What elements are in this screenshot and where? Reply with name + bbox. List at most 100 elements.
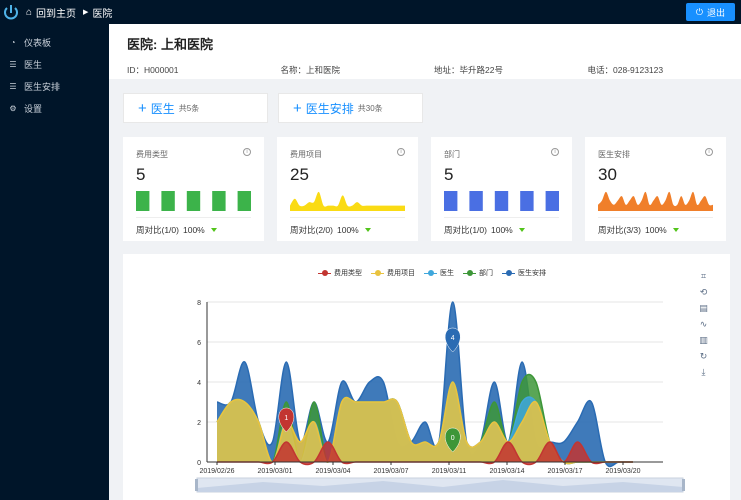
hospital-info: ID：H000001 名称：上和医院 地址：毕升路22号 电话：028-9123… <box>127 64 741 76</box>
sidebar-item-doctors[interactable]: ☰ 医生 <box>0 53 109 75</box>
stat-card: 费用项目 i 25 周对比(2/0) 100% <box>277 137 418 241</box>
sidebar-item-settings[interactable]: ⚙ 设置 <box>0 97 109 119</box>
legend-item[interactable]: 医生安排 <box>502 268 546 278</box>
legend-item[interactable]: 医生 <box>424 268 454 278</box>
tile-label: 医生安排 <box>305 101 354 116</box>
mini-bar <box>494 191 509 211</box>
card-title: 部门 <box>444 150 460 159</box>
sidebar-item-label: 设置 <box>24 103 43 114</box>
x-tick-label: 2019/03/14 <box>489 468 524 475</box>
tile-label: 医生 <box>150 101 175 116</box>
doctors-tile[interactable]: + 医生 共5条 <box>123 93 268 123</box>
x-tick-label: 2019/02/26 <box>199 468 234 475</box>
zoom-reset-icon[interactable]: ⟲ <box>699 287 708 297</box>
legend-label: 部门 <box>479 270 493 277</box>
caret-down-icon <box>672 228 679 232</box>
logout-icon: ⏻ <box>695 6 703 17</box>
card-percent: 100% <box>182 225 205 235</box>
mini-area <box>598 191 713 211</box>
bar-chart-icon[interactable]: ▥ <box>699 335 708 345</box>
x-tick-label: 2019/03/01 <box>257 468 292 475</box>
mini-chart <box>136 191 251 211</box>
sidebar-item-doctor-schedule[interactable]: ☰ 医生安排 <box>0 75 109 97</box>
mini-bar <box>237 191 251 211</box>
info-icon[interactable]: i <box>397 148 405 156</box>
logout-label: 退出 <box>706 7 725 18</box>
mini-bar <box>469 191 483 211</box>
legend-label: 费用类型 <box>334 270 362 277</box>
data-view-icon[interactable]: ▤ <box>699 303 708 313</box>
mini-bar <box>136 191 150 211</box>
logo[interactable] <box>0 0 22 24</box>
legend-item[interactable]: 费用项目 <box>371 268 415 278</box>
markpoint[interactable]: 1 <box>278 407 295 433</box>
caret-down-icon <box>364 228 371 232</box>
y-tick-label: 6 <box>197 340 201 347</box>
card-compare: 周对比(3/3) <box>598 225 641 235</box>
mini-area <box>290 191 405 211</box>
y-tick-label: 4 <box>197 380 201 387</box>
markpoint-label: 1 <box>284 415 288 422</box>
mini-chart <box>444 191 559 211</box>
hospital-phone: 电话：028-9123123 <box>587 65 664 75</box>
mini-bar <box>545 191 559 211</box>
main-content: 医院: 上和医院 ID：H000001 名称：上和医院 地址：毕升路22号 电话… <box>109 24 741 500</box>
card-footer: 周对比(1/0) 100% <box>136 217 251 236</box>
card-value: 25 <box>290 165 309 184</box>
markpoint[interactable]: 0 <box>444 427 461 453</box>
mini-bar <box>161 191 175 211</box>
data-zoom-slider[interactable] <box>196 477 684 493</box>
series-area <box>217 442 633 465</box>
x-tick-label: 2019/03/20 <box>605 468 640 475</box>
caret-down-icon <box>518 228 525 232</box>
mini-chart <box>290 191 405 211</box>
slider-handle-right[interactable] <box>682 479 685 491</box>
card-footer: 周对比(3/3) 100% <box>598 217 713 236</box>
card-compare: 周对比(1/0) <box>136 225 179 235</box>
card-value: 5 <box>444 165 454 184</box>
breadcrumb-current: 医院 <box>92 8 113 20</box>
stat-card: 医生安排 i 30 周对比(3/3) 100% <box>585 137 726 241</box>
restore-icon[interactable]: ↻ <box>699 351 708 361</box>
info-icon[interactable]: i <box>551 148 559 156</box>
card-percent: 100% <box>336 225 359 235</box>
page-title: 医院: 上和医院 <box>127 37 213 52</box>
x-tick-label: 2019/03/17 <box>547 468 582 475</box>
x-tick-label: 2019/03/11 <box>432 468 467 475</box>
sidebar-item-label: 仪表板 <box>24 37 52 48</box>
mini-bar <box>520 191 534 211</box>
sidebar-item-dashboard[interactable]: ◔ 仪表板 <box>0 31 109 53</box>
tile-count: 共5条 <box>178 103 200 113</box>
chart-toolbox: ⌗ ⟲ ▤ ∿ ▥ ↻ ⤓ <box>698 270 709 378</box>
tile-count: 共30条 <box>357 103 383 113</box>
y-tick-label: 8 <box>197 300 201 307</box>
legend-label: 医生 <box>440 270 454 277</box>
quick-tiles: + 医生 共5条 + 医生安排 共30条 <box>123 93 423 123</box>
legend-label: 费用项目 <box>387 270 415 277</box>
home-icon[interactable]: ⌂ <box>26 6 33 18</box>
legend-item[interactable]: 费用类型 <box>318 268 362 278</box>
stat-cards: 费用类型 i 5 周对比(1/0) 100% 费用项目 i 25 周对比(2/0… <box>123 137 726 241</box>
list-icon: ☰ <box>9 81 17 91</box>
line-chart-icon[interactable]: ∿ <box>699 319 708 329</box>
trend-chart: 0 2 4 6 8 2019/02/26 2019/03/01 2019/03/04 2019/… <box>195 300 685 493</box>
markpoint[interactable]: 4 <box>444 327 461 353</box>
info-icon[interactable]: i <box>705 148 713 156</box>
breadcrumb-home[interactable]: 回到主页 <box>36 8 77 20</box>
breadcrumb: ⌂ 回到主页 ▶ 医院 <box>26 5 112 20</box>
caret-down-icon <box>210 228 217 232</box>
doctor-schedule-tile[interactable]: + 医生安排 共30条 <box>278 93 423 123</box>
zoom-icon[interactable]: ⌗ <box>700 271 707 281</box>
plus-icon: + <box>293 99 302 117</box>
info-icon[interactable]: i <box>243 148 251 156</box>
slider-handle-left[interactable] <box>195 479 198 491</box>
logout-button[interactable]: ⏻ 退出 <box>685 3 735 21</box>
card-title: 医生安排 <box>598 150 630 159</box>
markpoint-label: 0 <box>451 435 455 442</box>
legend-item[interactable]: 部门 <box>463 268 493 278</box>
download-icon[interactable]: ⤓ <box>701 367 706 377</box>
card-title: 费用类型 <box>136 150 168 159</box>
card-percent: 100% <box>490 225 513 235</box>
legend-label: 医生安排 <box>518 270 546 277</box>
plus-icon: + <box>138 99 147 117</box>
